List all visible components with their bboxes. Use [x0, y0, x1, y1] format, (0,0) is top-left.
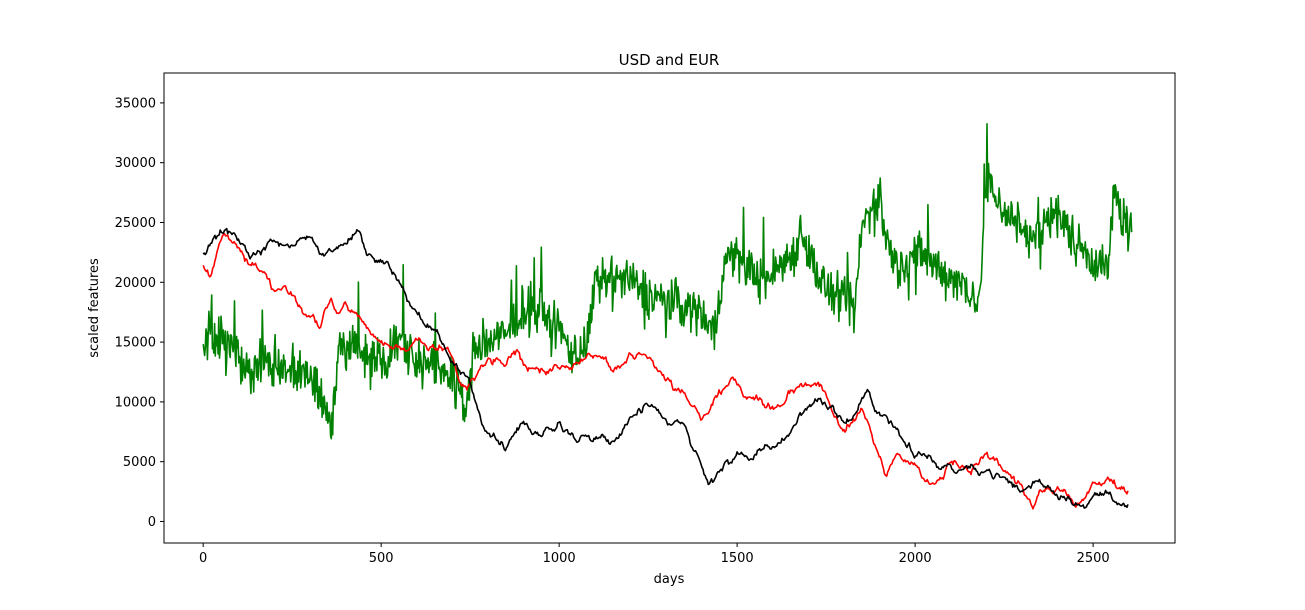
series-line-3: [202, 227, 1129, 509]
x-tick-label: 1000: [543, 551, 576, 566]
y-tick-label: 25000: [115, 216, 156, 231]
series-line-1: [202, 123, 1133, 440]
x-tick-label: 2000: [899, 551, 932, 566]
series-line-2: [202, 233, 1129, 510]
y-tick-label: 5000: [123, 455, 156, 470]
y-tick-label: 35000: [115, 96, 156, 111]
y-tick-label: 10000: [115, 395, 156, 410]
x-tick-label: 2500: [1077, 551, 1110, 566]
y-tick-label: 0: [148, 515, 156, 530]
x-tick-label: 0: [199, 551, 207, 566]
plot-frame: [163, 72, 1176, 544]
x-tick-label: 500: [369, 551, 394, 566]
y-axis-title: scaled features: [87, 258, 102, 358]
x-axis: 0 500 1000 1500 2000 2500: [199, 543, 1110, 566]
x-tick-label: 1500: [721, 551, 754, 566]
series-layer: [202, 123, 1133, 510]
y-axis: 0 5000 10000 15000 20000 25000 30000 35000: [115, 96, 164, 530]
y-tick-label: 30000: [115, 156, 156, 171]
chart-title: USD and EUR: [619, 51, 720, 69]
y-tick-label: 20000: [115, 276, 156, 291]
y-tick-label: 15000: [115, 336, 156, 351]
x-axis-title: days: [654, 572, 685, 587]
